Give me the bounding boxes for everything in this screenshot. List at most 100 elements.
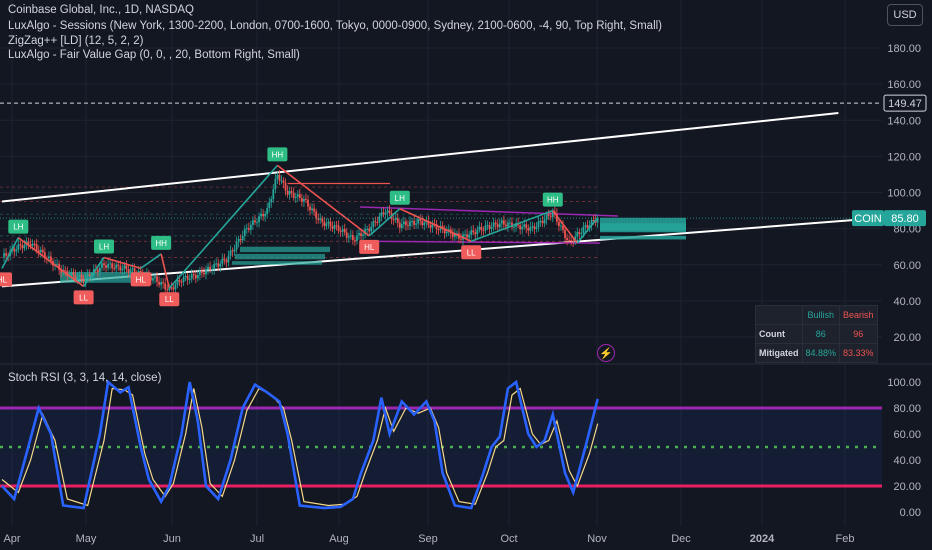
candle-body <box>413 220 415 225</box>
fvg-box <box>60 271 150 283</box>
candle-body <box>309 206 311 211</box>
last-price-box <box>884 210 926 227</box>
zigzag-segment <box>576 217 599 244</box>
candle-body <box>586 225 589 228</box>
candle-body <box>372 221 375 227</box>
zigzag-label-box <box>94 239 114 254</box>
price-tick-label: 140.00 <box>887 115 921 127</box>
candle-body <box>229 250 232 256</box>
candle-body <box>415 223 418 225</box>
candle-body <box>562 225 564 230</box>
rsi-pane[interactable] <box>0 379 882 510</box>
candle-body <box>264 214 267 217</box>
zigzag-segment <box>276 164 370 237</box>
rsi-tick-label: 40.00 <box>893 455 921 467</box>
candle-body <box>296 194 299 197</box>
candle-body <box>43 252 46 259</box>
candle-body <box>476 229 479 235</box>
candle-body <box>186 275 189 280</box>
candle-body <box>443 228 446 234</box>
zigzag-label-box <box>359 239 380 254</box>
candle-body <box>323 221 326 226</box>
candle-body <box>380 212 383 217</box>
candle-body <box>394 218 397 220</box>
zigzag-segment <box>82 257 105 287</box>
candle-body <box>441 226 444 229</box>
price-pane[interactable]: HL LH LL LH HL HH LL HH HL LH LL HH <box>0 102 880 307</box>
mitigated-bullish: 84.88% <box>801 343 841 363</box>
candle-body <box>256 222 258 224</box>
candle-body <box>490 227 493 229</box>
candle-body <box>209 266 211 271</box>
candle-body <box>276 174 279 179</box>
indicator-sessions[interactable]: LuxAlgo - Sessions (New York, 1300-2200,… <box>8 20 663 32</box>
candle-body <box>347 236 350 238</box>
candle-body <box>460 238 462 240</box>
candle-body <box>76 276 79 280</box>
candle-body <box>31 243 34 246</box>
candle-body <box>33 243 36 245</box>
time-tick-label: Apr <box>3 533 20 545</box>
candle-body <box>60 269 63 273</box>
zigzag-label: LL <box>165 295 174 304</box>
count-bullish: 86 <box>801 324 841 344</box>
currency-button[interactable]: USD <box>887 4 923 26</box>
indicator-zigzag[interactable]: ZigZag++ [LD] (12, 5, 2, 2) <box>8 35 144 47</box>
candle-body <box>156 276 158 282</box>
candle-body <box>207 266 209 270</box>
candle-body <box>543 219 546 224</box>
candle-body <box>27 241 30 244</box>
candle-body <box>335 225 338 227</box>
candle-body <box>504 224 507 227</box>
rsi-tick-label: 20.00 <box>893 481 921 493</box>
candle-body <box>235 242 238 250</box>
channel-upper-line <box>1 112 839 203</box>
candle-body <box>549 215 552 217</box>
candle-body <box>484 225 487 231</box>
candle-body <box>456 233 458 235</box>
candle-body <box>99 267 101 272</box>
candle-body <box>533 226 536 229</box>
candle-body <box>166 289 169 291</box>
indicator-fvg[interactable]: LuxAlgo - Fair Value Gap (0, 0, , 20, Bo… <box>8 49 300 61</box>
zigzag-segment <box>399 208 472 242</box>
lightning-icon[interactable]: ⚡ <box>597 344 615 362</box>
candle-body <box>58 263 61 270</box>
candle-body <box>266 208 269 215</box>
candle-body <box>198 270 201 276</box>
price-tick-label: 100.00 <box>887 188 921 200</box>
candle-body <box>174 284 177 290</box>
candle-body <box>39 249 42 253</box>
time-tick-label: Feb <box>836 533 855 545</box>
time-tick-label: Jul <box>250 533 264 545</box>
candle-body <box>429 225 432 228</box>
candle-body <box>349 235 352 237</box>
candle-body <box>417 219 420 224</box>
candle-body <box>284 182 287 191</box>
zigzag-segment <box>552 210 578 244</box>
symbol-tag-box <box>852 210 884 227</box>
zigzag-segment <box>140 253 162 270</box>
candle-body <box>582 226 585 234</box>
candle-body <box>119 265 122 271</box>
fvg-stats-table: Bullish Bearish Count 86 96 Mitigated 84… <box>755 305 878 363</box>
fvg-box <box>600 223 686 233</box>
candle-body <box>370 226 373 232</box>
candle-body <box>249 224 252 230</box>
candle-body <box>115 264 118 269</box>
zigzag-label-box <box>461 245 482 260</box>
candle-body <box>570 240 573 242</box>
candle-body <box>313 208 316 212</box>
rsi-legend[interactable]: Stoch RSI (3, 3, 14, 14, close) <box>8 372 162 384</box>
candle-body <box>262 213 265 217</box>
zigzag-segment <box>1 237 20 269</box>
candle-body <box>3 253 5 258</box>
candle-body <box>292 192 295 198</box>
time-tick-label: Nov <box>587 533 607 545</box>
candle-body <box>529 226 532 231</box>
zigzag-label: LL <box>79 293 88 302</box>
candle-body <box>268 202 271 209</box>
high-price-marker: 149.47 <box>888 98 922 110</box>
candle-body <box>535 227 538 229</box>
